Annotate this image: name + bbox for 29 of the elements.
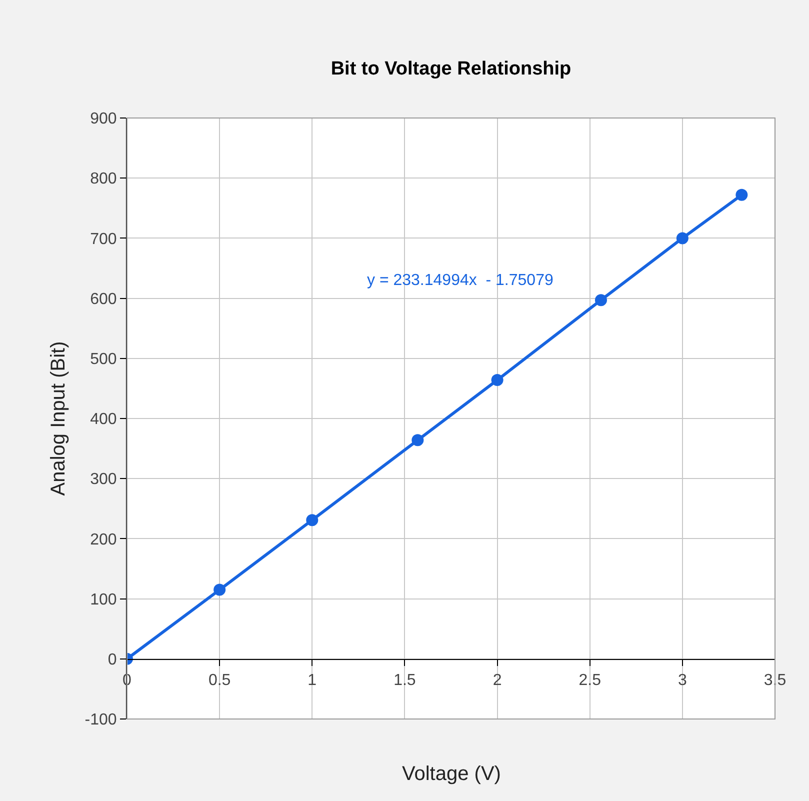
x-tick-label: 0.5 [208, 672, 231, 690]
y-tick-label: 500 [90, 351, 117, 368]
point [594, 294, 607, 306]
y-tick-label: 700 [90, 230, 117, 248]
y-tick-label: -100 [84, 712, 117, 729]
y-tick-label: 200 [90, 531, 117, 548]
y-tick-label: 300 [90, 471, 117, 488]
point [676, 232, 688, 244]
y-axis-title: Analog Input (Bit) [47, 341, 70, 496]
annotation: y = 233.14994x - 1.75079 [367, 272, 554, 289]
x-tick-label: 1.5 [394, 672, 416, 690]
x-tick-label: 1 [308, 672, 317, 690]
y-tick-label: 600 [90, 290, 117, 308]
y-tick-label: 0 [108, 652, 117, 668]
x-tick-label: 3 [678, 672, 687, 690]
point [736, 188, 748, 201]
point [214, 584, 226, 596]
y-tick-label: 100 [90, 591, 117, 608]
point [412, 434, 424, 446]
y-tick-label: 400 [90, 411, 117, 428]
x-axis-title: Voltage (V) [402, 763, 501, 785]
x-tick-label: 2.5 [578, 672, 602, 690]
point [306, 514, 318, 526]
chart-title: Bit to Voltage Relationship [330, 58, 572, 80]
y-tick-label: 800 [90, 170, 117, 188]
point [491, 374, 504, 386]
x-tick-label: 2 [492, 672, 502, 690]
y-tick-label: 900 [90, 110, 117, 128]
x-tick-label: 3.5 [764, 672, 786, 690]
